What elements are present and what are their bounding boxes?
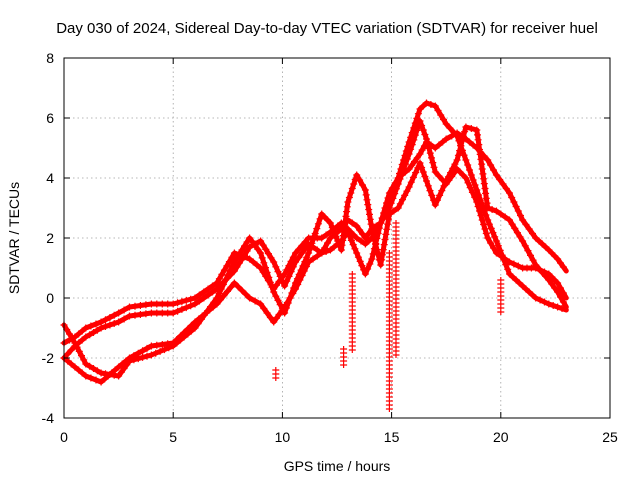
x-tick-label: 15 (384, 429, 400, 445)
y-tick-label: 2 (46, 230, 54, 246)
x-tick-label: 25 (602, 429, 618, 445)
x-tick-label: 20 (493, 429, 509, 445)
y-tick-label: 4 (46, 170, 54, 186)
y-tick-label: -4 (42, 410, 55, 426)
y-tick-label: 0 (46, 290, 54, 306)
axis-ticks: 0 5 10 15 20 25 -4 -2 0 2 4 6 8 (42, 50, 618, 445)
y-tick-label: 8 (46, 50, 54, 66)
x-axis-label: GPS time / hours (284, 458, 391, 474)
y-tick-label: -2 (42, 350, 55, 366)
x-tick-label: 10 (275, 429, 291, 445)
series-track-d (60, 123, 569, 380)
spike-markers (385, 250, 393, 412)
y-axis-label: SDTVAR / TECUs (6, 182, 22, 294)
x-tick-label: 0 (60, 429, 68, 445)
spike-markers (340, 346, 348, 368)
spike-markers (392, 220, 400, 358)
spike-markers (348, 271, 356, 353)
x-tick-label: 5 (169, 429, 177, 445)
data-series (60, 99, 569, 412)
y-tick-label: 6 (46, 110, 54, 126)
chart-title: Day 030 of 2024, Sidereal Day-to-day VTE… (56, 20, 598, 37)
spike-markers (497, 277, 505, 315)
spike-markers (272, 367, 280, 381)
